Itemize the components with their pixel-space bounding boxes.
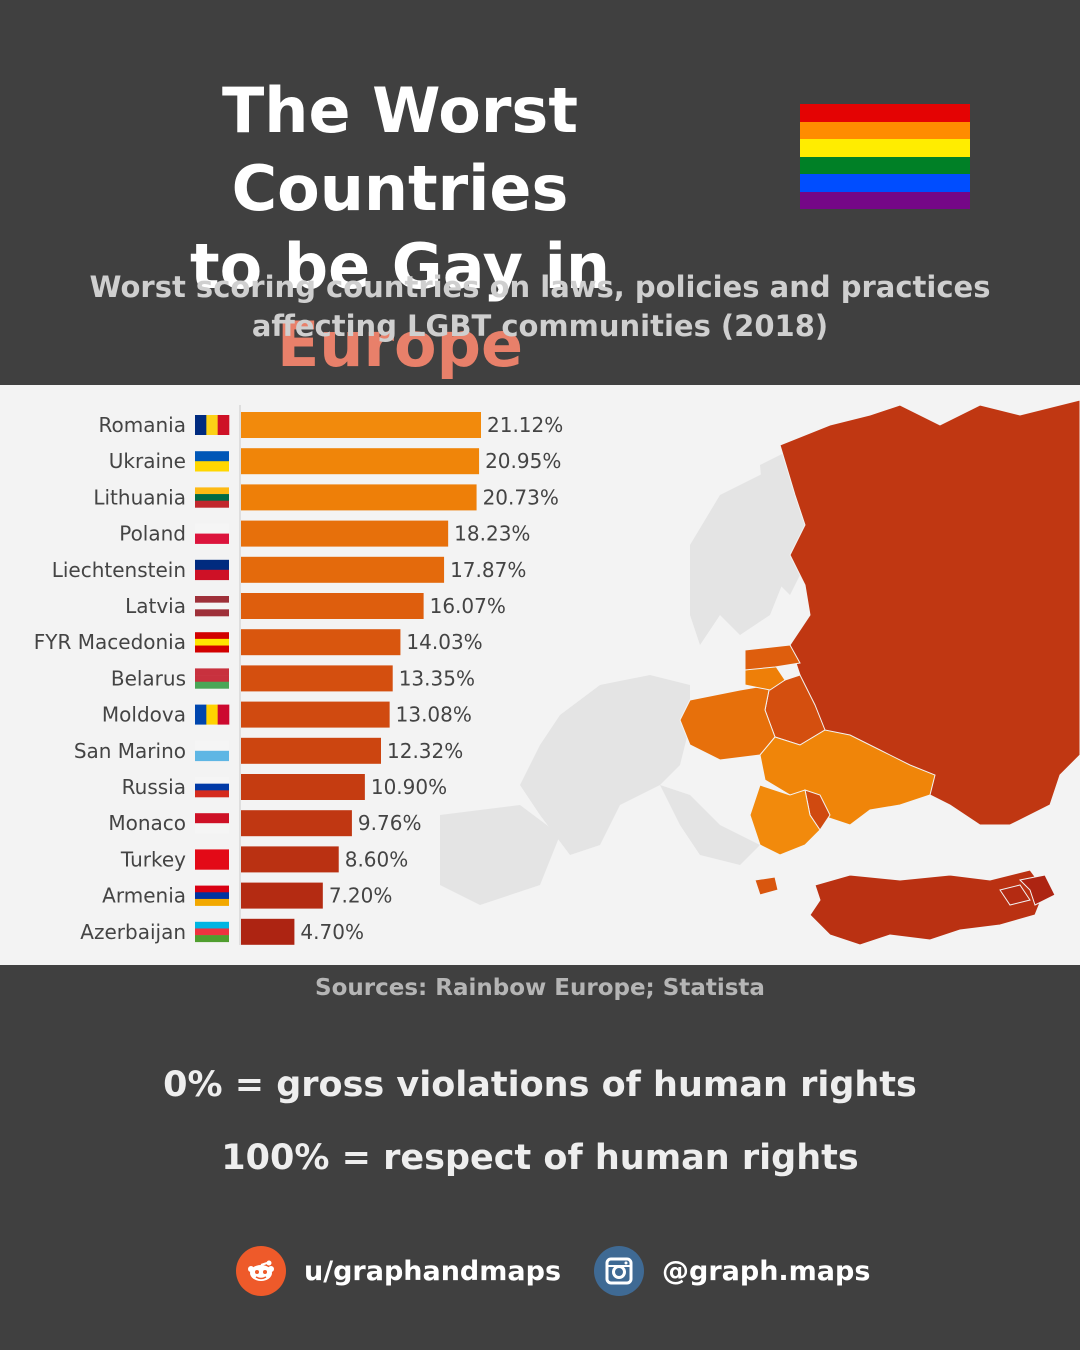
moldova-flag-icon (195, 704, 230, 725)
map-land-iberia (440, 805, 560, 905)
bar (241, 882, 323, 909)
title-line-2-accent: Europe (276, 308, 524, 381)
value-label: 18.23% (454, 522, 530, 546)
bar (241, 665, 393, 692)
category-label: Latvia (125, 594, 186, 618)
category-label: Romania (99, 413, 186, 437)
bar (241, 556, 445, 583)
bar (241, 629, 401, 656)
rainbow-stripe (800, 191, 970, 209)
category-label: Poland (119, 522, 186, 546)
map-land-italy-balkans (660, 785, 760, 865)
category-label: Liechtenstein (52, 558, 186, 582)
subtitle: Worst scoring countries on laws, policie… (40, 268, 1040, 346)
ukraine-flag-icon (195, 451, 229, 472)
value-label: 13.08% (396, 703, 472, 727)
category-label: Russia (122, 775, 186, 799)
bar (241, 774, 365, 800)
azerbaijan-flag-icon (195, 921, 229, 943)
romania-flag-icon (195, 415, 230, 435)
san-marino-flag-icon (195, 740, 229, 762)
legend-zero-percent: 0% = gross violations of human rights (163, 1065, 917, 1105)
europe-map (440, 399, 1080, 946)
belarus-flag-icon (195, 668, 229, 689)
monaco-flag-icon (195, 813, 229, 834)
value-label: 7.20% (329, 884, 393, 908)
bar (241, 918, 295, 945)
bar (241, 846, 339, 873)
category-label: Monaco (108, 811, 186, 835)
category-label: Lithuania (93, 485, 186, 509)
armenia-flag-icon (195, 885, 229, 906)
value-label: 14.03% (406, 630, 482, 654)
reddit-icon (236, 1246, 286, 1296)
bar (241, 412, 481, 438)
rainbow-stripe (800, 139, 970, 157)
rainbow-stripe (800, 156, 970, 174)
russia-flag-icon (195, 777, 229, 798)
map-azerbaijan (1018, 874, 1056, 906)
map-armenia (999, 884, 1031, 906)
rainbow-stripe (800, 174, 970, 192)
instagram-link[interactable]: @graph.maps (594, 1246, 870, 1296)
instagram-icon (594, 1246, 644, 1296)
value-label: 10.90% (371, 775, 447, 799)
poland-flag-icon (195, 523, 229, 544)
category-label: Moldova (102, 703, 186, 727)
category-label: San Marino (74, 739, 186, 763)
sources-note: Sources: Rainbow Europe; Statista (315, 975, 765, 1001)
reddit-handle: u/graphandmaps (304, 1255, 562, 1287)
turkey-flag-icon (195, 849, 229, 870)
rainbow-stripe (800, 121, 970, 139)
category-label: Ukraine (109, 449, 186, 473)
subtitle-line-2: affecting LGBT communities (2018) (251, 309, 829, 343)
rainbow-flag-icon (800, 104, 970, 209)
bar (241, 810, 352, 837)
rainbow-stripe (800, 104, 970, 122)
value-label: 17.87% (450, 558, 526, 582)
reddit-link[interactable]: u/graphandmaps (236, 1246, 561, 1296)
map-romania (749, 784, 821, 856)
category-label: Belarus (111, 666, 186, 690)
lithuania-flag-icon (195, 487, 229, 508)
value-label: 21.12% (487, 413, 563, 437)
value-label: 16.07% (430, 594, 506, 618)
title-line-1: The Worst Countries (222, 74, 578, 225)
liechtenstein-flag-icon (195, 559, 229, 581)
bar-chart: Romania 21.12% Ukraine 20.95% Lithuania 20.73… (34, 405, 563, 945)
bar (241, 484, 477, 511)
value-label: 20.73% (483, 485, 559, 509)
category-label: Turkey (120, 847, 186, 871)
value-label: 20.95% (485, 449, 561, 473)
chart-panel: Romania 21.12% Ukraine 20.95% Lithuania 20.73… (0, 385, 1080, 965)
bar (241, 593, 424, 619)
value-label: 12.32% (387, 739, 463, 763)
bar (241, 737, 381, 764)
latvia-flag-icon (195, 596, 229, 617)
page-title: The Worst Countries to be Gay in Europe (60, 72, 740, 384)
category-label: Armenia (102, 884, 186, 908)
map-latvia (744, 644, 801, 671)
category-label: Azerbaijan (80, 920, 186, 944)
map-macedonia (754, 876, 779, 896)
macedonia-flag-icon (195, 632, 229, 653)
value-label: 8.60% (345, 847, 409, 871)
value-label: 4.70% (300, 920, 364, 944)
bar (241, 701, 390, 728)
category-label: FYR Macedonia (34, 630, 186, 654)
legend-hundred-percent: 100% = respect of human rights (221, 1138, 859, 1178)
value-label: 13.35% (399, 666, 475, 690)
map-land-western-europe (520, 675, 690, 855)
value-label: 9.76% (358, 811, 422, 835)
bar (241, 448, 480, 475)
subtitle-line-1: Worst scoring countries on laws, policie… (89, 270, 991, 304)
instagram-handle: @graph.maps (662, 1255, 871, 1287)
map-turkey (809, 869, 1046, 946)
title-line-2-prefix: to be Gay in (189, 230, 611, 303)
bar (241, 520, 449, 547)
